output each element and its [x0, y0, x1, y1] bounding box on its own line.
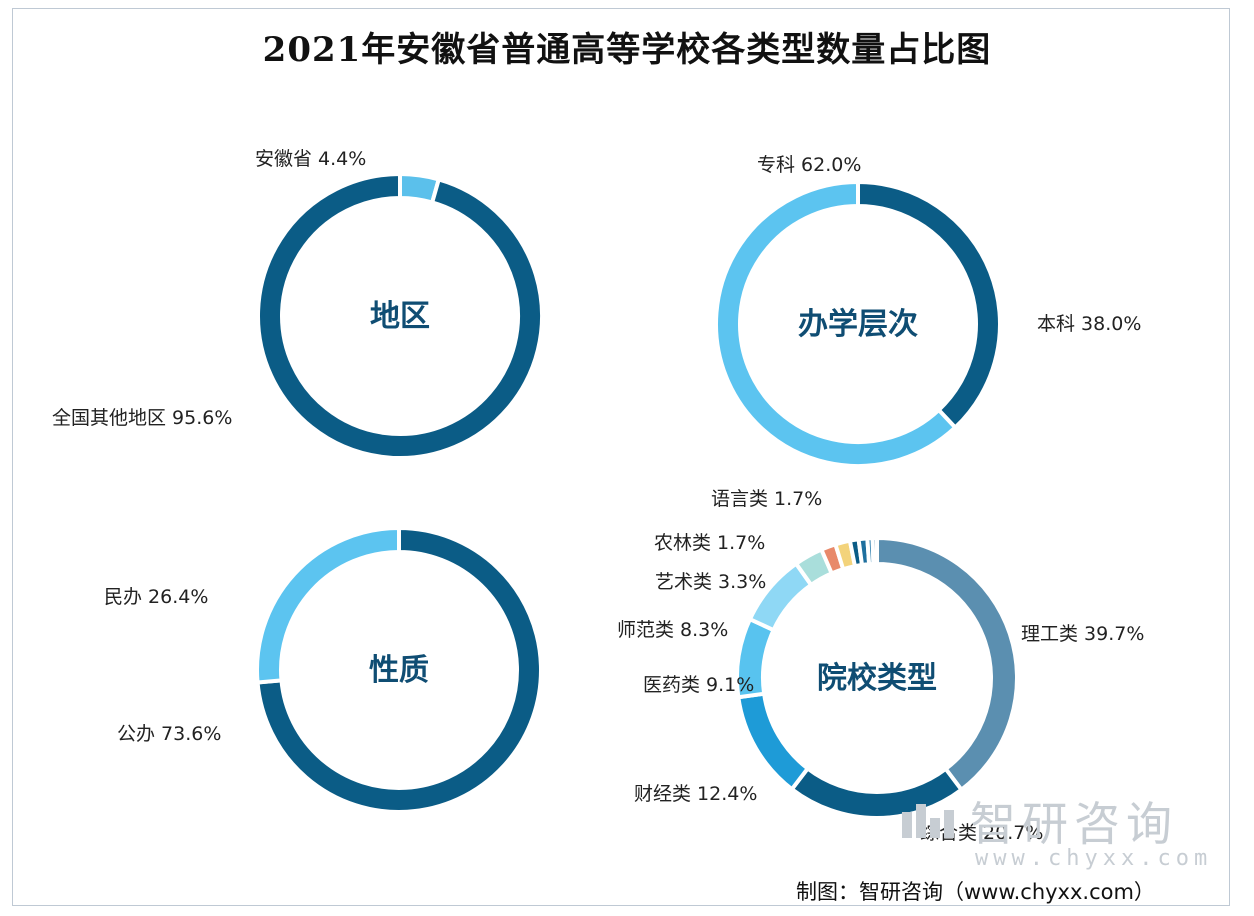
slice-label: 安徽省 4.4%: [255, 148, 366, 170]
slice-label: 农林类 1.7%: [654, 532, 765, 554]
slice-label: 专科 62.0%: [757, 154, 861, 176]
donut-slice-民办: [255, 525, 401, 685]
slice-label: 语言类 1.7%: [711, 488, 822, 510]
chart-frame: [12, 8, 1230, 906]
donut-slice-本科: [856, 179, 1002, 431]
slice-label: 师范类 8.3%: [617, 619, 728, 641]
donut-chart-3: 公办 73.6% 民办 26.4% 性质: [104, 525, 543, 814]
slice-label: 全国其他地区 95.6%: [52, 407, 232, 429]
donut-center-label: 性质: [369, 653, 429, 688]
slice-label: 公办 73.6%: [117, 723, 221, 745]
donut-chart-1: 安徽省 4.4% 全国其他地区 95.6% 地区: [52, 148, 544, 460]
watermark-brand: 智研咨询: [970, 797, 1178, 851]
donut-center-label: 院校类型: [817, 661, 937, 696]
donut-center-label: 办学层次: [798, 307, 918, 342]
donut-center-label: 地区: [370, 299, 430, 334]
slice-label: 理工类 39.7%: [1021, 623, 1144, 645]
donut-slice-公办: [255, 525, 543, 814]
slice-label: 财经类 12.4%: [634, 783, 757, 805]
chart-credit: 制图：智研咨询（www.chyxx.com）: [796, 880, 1155, 904]
donut-slice-minor-11: [870, 535, 879, 567]
chart-title: 2021年安徽省普通高等学校各类型数量占比图: [262, 30, 992, 70]
slice-label: 本科 38.0%: [1037, 313, 1141, 335]
donut-chart-2: 本科 38.0% 专科 62.0% 办学层次: [714, 154, 1141, 468]
donut-slice-专科: [714, 179, 959, 468]
donut-chart-4: 理工类 39.7%综合类 20.7%财经类 12.4%医药类 9.1%师范类 8…: [617, 488, 1144, 844]
slice-label: 医药类 9.1%: [643, 674, 754, 696]
watermark-url: www.chyxx.com: [975, 846, 1213, 871]
slice-label: 艺术类 3.3%: [655, 571, 766, 593]
watermark-logo-icon: [902, 804, 954, 838]
slice-label: 民办 26.4%: [104, 586, 208, 608]
donut-slice-财经类: [736, 691, 811, 792]
donut-slice-全国其他地区: [256, 171, 544, 460]
